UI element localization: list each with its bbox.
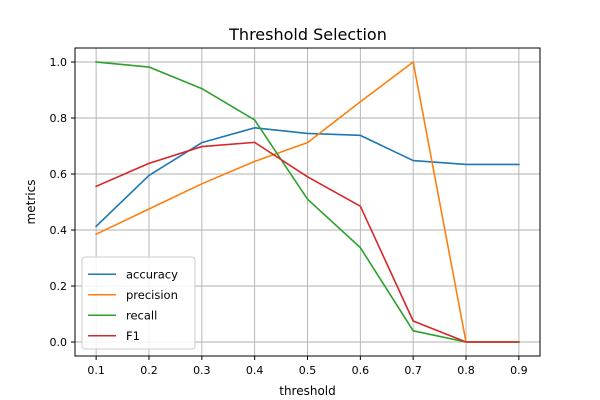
legend-box	[81, 256, 196, 350]
series-line-accuracy	[95, 127, 520, 228]
series-line-recall	[95, 61, 520, 343]
y-tick-label: 0.2	[50, 280, 68, 293]
x-tick-label: 0.9	[510, 364, 528, 377]
series-line-precision	[95, 61, 520, 343]
series-lines	[95, 61, 520, 343]
y-tick-label: 0.0	[50, 336, 68, 349]
x-tick-label: 0.3	[193, 364, 211, 377]
y-tick-label: 1.0	[50, 56, 68, 69]
x-tick-label: 0.7	[404, 364, 422, 377]
y-tick-label: 0.4	[50, 224, 68, 237]
x-tick-label: 0.5	[299, 364, 317, 377]
y-tick-label: 0.6	[50, 168, 68, 181]
series-line-f1	[95, 141, 520, 343]
x-tick-label: 0.2	[140, 364, 158, 377]
legend-label-accuracy: accuracy	[126, 267, 178, 281]
x-tick-label: 0.4	[246, 364, 264, 377]
x-axis-label: threshold	[279, 384, 336, 398]
chart-title: Threshold Selection	[228, 25, 387, 44]
legend-label-f1: F1	[126, 329, 140, 343]
x-tick-label: 0.1	[87, 364, 105, 377]
legend: accuracy precision recall F1	[81, 256, 196, 350]
y-axis-label: metrics	[24, 180, 38, 225]
legend-label-recall: recall	[126, 308, 157, 322]
y-tick-label: 0.8	[50, 112, 68, 125]
ticks: 0.1 0.2 0.3 0.4 0.5 0.6 0.7 0.8 0.9 0.0 0.2 0.4 0.6 0…	[50, 56, 528, 377]
x-tick-label: 0.6	[352, 364, 370, 377]
legend-label-precision: precision	[126, 288, 178, 302]
x-tick-label: 0.8	[457, 364, 475, 377]
